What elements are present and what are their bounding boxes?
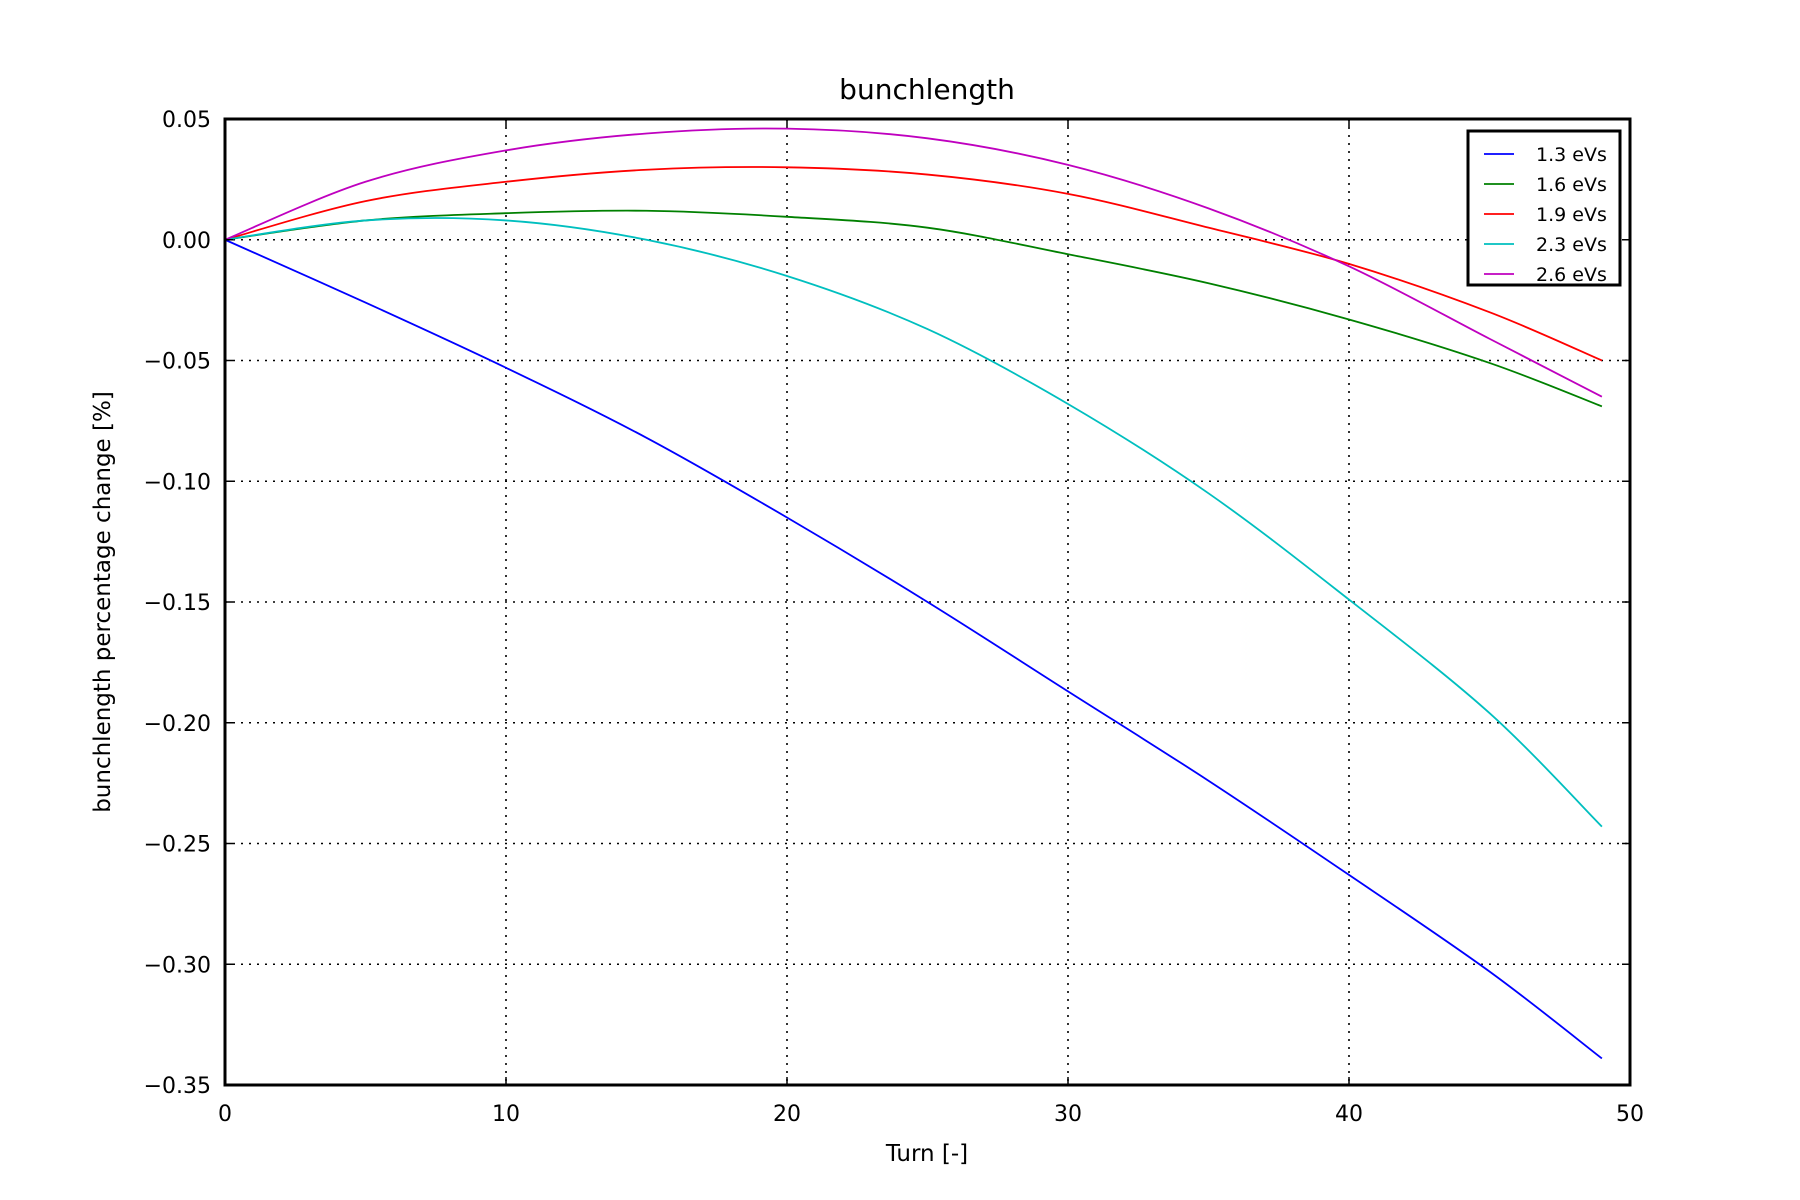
- y-tick-label: −0.05: [144, 350, 211, 375]
- series-line-1-9-evs: [224, 166, 1603, 362]
- x-tick-labels: 0 10 20 30 40 50: [218, 1102, 1644, 1127]
- series-line-1-6-evs: [224, 209, 1603, 408]
- x-tick-label: 30: [1054, 1102, 1082, 1127]
- grid: [225, 119, 1630, 1085]
- series-line-1-3-evs: [224, 238, 1603, 1060]
- x-tick-label: 20: [773, 1102, 801, 1127]
- legend: 1.3 eVs 1.6 eVs 1.9 eVs 2.3 eVs 2.6 eVs: [1466, 129, 1622, 287]
- y-axis-label: bunchlength percentage change [%]: [90, 391, 116, 813]
- legend-label: 2.3 eVs: [1536, 234, 1607, 256]
- x-tick-label: 50: [1616, 1102, 1644, 1127]
- y-tick-label: −0.15: [144, 591, 211, 616]
- legend-label: 1.6 eVs: [1536, 174, 1607, 196]
- series-line-2-3-evs: [224, 217, 1603, 828]
- y-tick-labels: 0.05 0.00 −0.05 −0.10 −0.15 −0.20 −0.25 −0.30 −0…: [144, 108, 211, 1099]
- legend-label: 1.3 eVs: [1536, 144, 1607, 166]
- legend-box: [1466, 129, 1622, 287]
- x-tick-label: 10: [492, 1102, 520, 1127]
- legend-label: 1.9 eVs: [1536, 204, 1607, 226]
- y-tick-label: −0.30: [144, 953, 211, 978]
- y-tick-label: 0.05: [162, 108, 211, 133]
- series-line-2-6-evs: [224, 127, 1603, 398]
- y-tick-label: −0.35: [144, 1074, 211, 1099]
- x-axis-label: Turn [-]: [885, 1141, 968, 1167]
- x-tick-label: 40: [1335, 1102, 1363, 1127]
- y-tick-label: −0.10: [144, 470, 211, 495]
- y-tick-label: −0.20: [144, 712, 211, 737]
- series-group: [224, 127, 1603, 1060]
- chart-title: bunchlength: [839, 73, 1015, 106]
- y-tick-label: −0.25: [144, 833, 211, 858]
- y-tick-label: 0.00: [162, 229, 211, 254]
- x-tick-label: 0: [218, 1102, 232, 1127]
- legend-label: 2.6 eVs: [1536, 264, 1607, 286]
- ticks: [224, 118, 1631, 1086]
